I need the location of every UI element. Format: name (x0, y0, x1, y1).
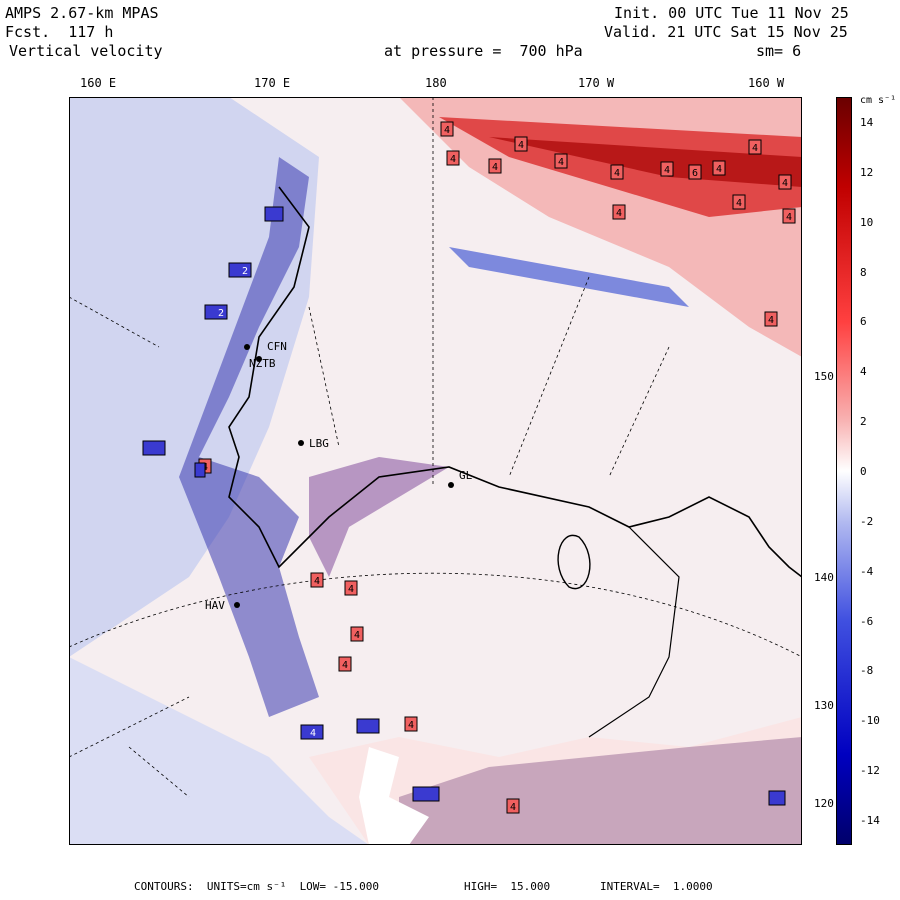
svg-text:4: 4 (786, 212, 792, 223)
coastline (228, 186, 802, 578)
svg-text:4: 4 (768, 315, 774, 326)
colorbar-label: -10 (860, 714, 880, 728)
station-dots (234, 344, 454, 608)
colorbar-label: -2 (860, 514, 874, 528)
ice-shelf-region (309, 717, 802, 845)
station-label-gl: GL (459, 469, 473, 482)
colorbar-units: cm s⁻¹ (860, 95, 897, 106)
colorbar-label: -6 (860, 614, 874, 628)
station-label-cfn: CFN (267, 340, 287, 353)
svg-text:4: 4 (492, 162, 498, 173)
svg-text:4: 4 (518, 140, 524, 151)
field-name: Vertical velocity (9, 42, 163, 60)
svg-text:4: 4 (664, 165, 670, 176)
grounding-line (588, 526, 680, 738)
valid-time: Valid. 21 UTC Sat 15 Nov 25 (604, 23, 848, 41)
roosevelt-island (557, 534, 591, 590)
map-frame (69, 97, 802, 845)
svg-text:4: 4 (408, 720, 414, 731)
negative-region-southwest (69, 657, 369, 845)
colorbar-label: 6 (860, 315, 867, 329)
mountain-range-west (179, 157, 319, 717)
min-markers: 2 2 4 (142, 206, 786, 826)
footer-high: HIGH= 15.000 (464, 880, 551, 893)
graticule (69, 97, 802, 798)
svg-text:4: 4 (716, 164, 722, 175)
forecast-hour: Fcst. 117 h (5, 23, 114, 41)
station-label-nztb: NZTB (249, 357, 276, 370)
colorbar-label: 2 (860, 415, 867, 429)
colorbar-label: -12 (860, 764, 880, 778)
colorbar-label: 14 (860, 115, 874, 129)
svg-text:4: 4 (558, 157, 564, 168)
svg-text:2: 2 (242, 266, 248, 277)
pressure-level: at pressure = 700 hPa (384, 42, 583, 60)
svg-text:4: 4 (444, 125, 450, 136)
lon-tick-170w: 170 W (578, 76, 615, 90)
colorbar (836, 97, 852, 845)
colorbar-label: -4 (860, 564, 874, 578)
colorbar-label: 12 (860, 165, 874, 179)
colorbar-label: 8 (860, 265, 867, 279)
model-title: AMPS 2.67-km MPAS (5, 4, 159, 22)
colorbar-label: 0 (860, 465, 867, 478)
station-label-lbg: LBG (309, 437, 329, 450)
mountain-range-south (399, 737, 802, 845)
svg-text:4: 4 (614, 168, 620, 179)
lon-tick-170e: 170 E (254, 76, 291, 90)
svg-text:4: 4 (616, 208, 622, 219)
vertical-velocity-map: CFN NZTB LBG GL HAV 4 4 4 4 4 4 4 6 4 4 … (69, 97, 802, 845)
svg-text:4: 4 (782, 178, 788, 189)
mountain-range-east (309, 457, 449, 577)
svg-text:2: 2 (218, 308, 224, 319)
colorbar-label: 4 (860, 365, 867, 379)
smoothing-label: sm= 6 (756, 42, 802, 60)
colorbar-label: 10 (860, 215, 874, 229)
station-label-hav: HAV (205, 599, 225, 612)
svg-text:4: 4 (450, 154, 456, 165)
svg-text:4: 4 (736, 198, 742, 209)
lon-tick-180: 180 (425, 76, 447, 90)
svg-text:4: 4 (354, 630, 360, 641)
svg-text:4: 4 (510, 802, 516, 813)
svg-text:4: 4 (314, 576, 320, 587)
max-markers: 4 4 4 4 4 4 4 6 4 4 4 4 4 4 4 4 4 4 4 4 … (198, 121, 796, 814)
svg-text:6: 6 (692, 168, 698, 179)
svg-text:4: 4 (342, 660, 348, 671)
svg-text:4: 4 (348, 584, 354, 595)
svg-text:4: 4 (752, 143, 758, 154)
svg-text:4: 4 (310, 728, 316, 739)
missing-data-area (359, 747, 429, 845)
footer-interval: INTERVAL= 1.0000 (600, 880, 713, 893)
colorbar-label: -8 (860, 664, 874, 678)
init-time: Init. 00 UTC Tue 11 Nov 25 (614, 4, 849, 22)
footer-contours: CONTOURS: UNITS=cm s⁻¹ LOW= -15.000 (134, 880, 380, 893)
lon-tick-160e: 160 E (80, 76, 117, 90)
lon-tick-160w: 160 W (748, 76, 785, 90)
negative-region-west (69, 97, 319, 657)
negative-streak-center (449, 247, 689, 307)
colorbar-label: -14 (860, 814, 880, 828)
